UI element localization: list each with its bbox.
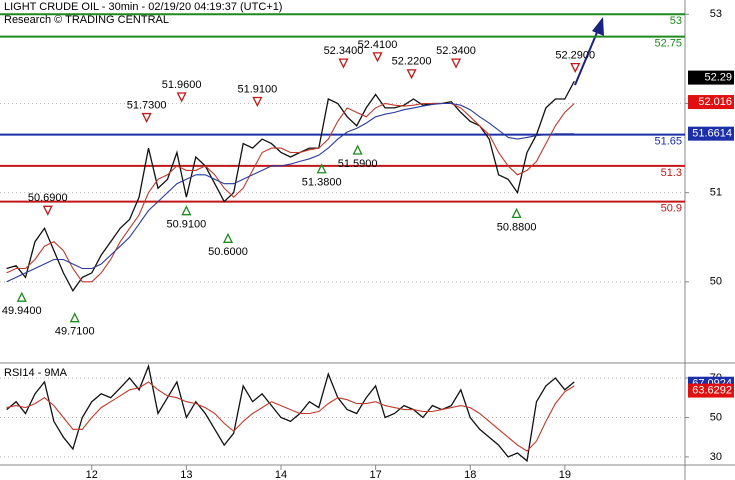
panel-title: RSI14 - 9MA	[4, 367, 68, 379]
low-label: 49.7100	[55, 326, 95, 338]
level-label: 51.65	[654, 136, 682, 148]
low-marker	[511, 207, 522, 219]
low-marker	[181, 205, 192, 216]
high-marker	[42, 205, 53, 216]
high-label: 52.3400	[436, 45, 476, 57]
low-marker	[222, 232, 234, 243]
high-marker	[570, 62, 581, 74]
y-tick-label: 30	[710, 451, 722, 463]
level-label: 53	[670, 15, 682, 27]
high-marker	[372, 52, 383, 63]
series-line	[6, 363, 575, 463]
arrow-head	[592, 17, 604, 36]
y-tick-label: 50	[710, 276, 722, 288]
x-tick-label: 17	[369, 469, 381, 480]
high-label: 52.4100	[358, 39, 398, 51]
high-label: 52.2900	[555, 50, 595, 62]
high-marker	[338, 58, 349, 69]
x-tick-label: 13	[180, 469, 192, 480]
y-tick-label: 53	[710, 8, 722, 20]
x-tick-label: 19	[559, 469, 571, 480]
value-box	[688, 95, 734, 110]
high-marker	[406, 69, 417, 80]
x-tick-label: 12	[86, 469, 98, 480]
high-label: 50.6900	[28, 192, 68, 204]
value-box-label: 51.6614	[692, 128, 732, 140]
y-tick-label: 51	[710, 187, 722, 199]
value-box	[688, 126, 734, 141]
low-label: 51.5900	[338, 158, 378, 170]
high-marker	[141, 112, 152, 123]
series-line	[6, 102, 575, 283]
series-line	[6, 102, 575, 283]
low-label: 50.6000	[208, 246, 248, 258]
low-label: 49.9400	[2, 305, 42, 317]
high-label: 51.7300	[127, 99, 167, 111]
high-label: 52.2200	[392, 56, 432, 68]
low-marker	[69, 312, 80, 323]
projection-arrow	[574, 17, 604, 86]
low-label: 51.3800	[302, 177, 342, 189]
value-box	[688, 383, 734, 398]
low-marker	[352, 144, 363, 155]
low-label: 50.9100	[167, 219, 207, 231]
value-box-label: 52.016	[698, 96, 732, 108]
x-tick-label: 14	[275, 469, 287, 480]
high-marker	[176, 92, 187, 103]
value-box-label: 52.29	[704, 72, 732, 84]
low-marker	[16, 291, 27, 302]
chart-subtitle: Research © TRADING CENTRAL	[4, 14, 169, 26]
high-marker	[450, 58, 462, 69]
low-marker	[316, 163, 327, 174]
high-marker	[252, 96, 263, 107]
low-label: 50.8800	[497, 221, 537, 233]
value-box	[688, 70, 734, 85]
level-label: 51.3	[661, 167, 682, 179]
chart-title: LIGHT CRUDE OIL - 30min - 02/19/20 04:19…	[4, 1, 282, 13]
x-tick-label: 18	[464, 469, 476, 480]
high-label: 51.9600	[162, 79, 202, 91]
value-box-label: 63.6292	[692, 384, 732, 396]
arrow-line	[574, 29, 599, 86]
level-label: 52.75	[654, 37, 682, 49]
high-label: 52.3400	[324, 45, 364, 57]
series-line	[6, 381, 575, 452]
high-label: 51.9100	[237, 83, 277, 95]
level-label: 50.9	[661, 202, 682, 214]
y-tick-label: 50	[710, 411, 722, 423]
